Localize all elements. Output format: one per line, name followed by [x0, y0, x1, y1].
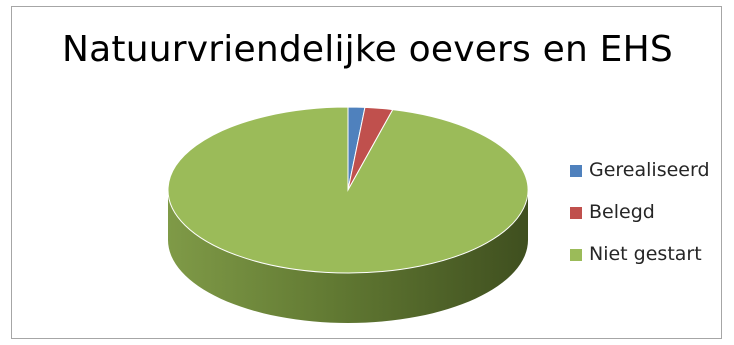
chart-title: Natuurvriendelijke oevers en EHS: [62, 29, 673, 70]
legend-label-gerealiseerd: Gerealiseerd: [589, 159, 710, 181]
legend-label-belegd: Belegd: [589, 201, 655, 223]
pie-slices: [167, 106, 529, 274]
legend: Gerealiseerd Belegd Niet gestart: [570, 159, 710, 265]
legend-swatch-niet-gestart: [570, 249, 582, 261]
legend-label-niet-gestart: Niet gestart: [589, 243, 702, 265]
legend-swatch-gerealiseerd: [570, 165, 582, 177]
pie-side-niet-gestart: [168, 190, 528, 323]
legend-swatch-belegd: [570, 207, 582, 219]
pie-slice-niet-gestart: [167, 106, 529, 274]
pie-sides: [168, 190, 528, 323]
